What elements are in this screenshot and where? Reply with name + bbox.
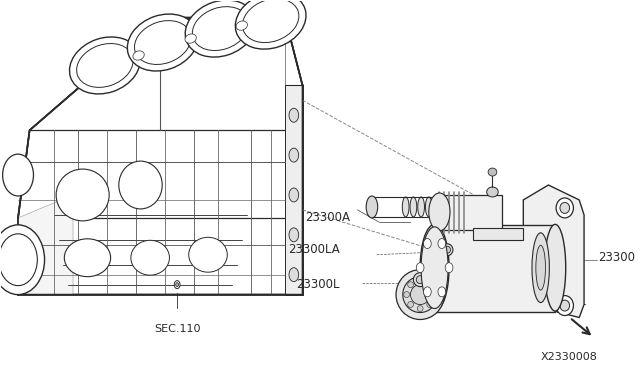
Ellipse shape xyxy=(176,283,179,286)
Ellipse shape xyxy=(417,305,423,311)
Ellipse shape xyxy=(556,296,573,315)
Ellipse shape xyxy=(3,154,33,196)
Ellipse shape xyxy=(445,263,453,273)
Ellipse shape xyxy=(416,276,424,283)
Text: FRONT: FRONT xyxy=(545,303,586,316)
Ellipse shape xyxy=(185,34,196,43)
Ellipse shape xyxy=(488,168,497,176)
Polygon shape xyxy=(473,228,524,240)
Ellipse shape xyxy=(289,108,299,122)
Ellipse shape xyxy=(396,270,444,320)
Ellipse shape xyxy=(442,244,453,256)
Text: 23300LA: 23300LA xyxy=(289,243,340,256)
Polygon shape xyxy=(18,195,73,295)
Ellipse shape xyxy=(289,148,299,162)
Polygon shape xyxy=(18,17,303,295)
Ellipse shape xyxy=(449,197,455,217)
Ellipse shape xyxy=(417,278,423,283)
Ellipse shape xyxy=(427,301,433,307)
Ellipse shape xyxy=(433,197,440,217)
Ellipse shape xyxy=(289,228,299,242)
Ellipse shape xyxy=(56,169,109,221)
Polygon shape xyxy=(435,225,555,311)
Ellipse shape xyxy=(418,197,424,217)
Ellipse shape xyxy=(532,233,549,302)
Ellipse shape xyxy=(536,245,545,290)
Ellipse shape xyxy=(556,198,573,218)
Ellipse shape xyxy=(119,161,162,209)
Ellipse shape xyxy=(427,282,433,288)
Ellipse shape xyxy=(410,197,417,217)
Ellipse shape xyxy=(404,292,410,298)
Ellipse shape xyxy=(189,237,227,272)
Ellipse shape xyxy=(289,268,299,282)
Text: 23300: 23300 xyxy=(598,251,636,264)
Text: SEC.110: SEC.110 xyxy=(154,324,200,334)
Ellipse shape xyxy=(413,273,427,286)
Ellipse shape xyxy=(236,0,306,49)
Ellipse shape xyxy=(403,277,438,312)
Ellipse shape xyxy=(429,193,450,231)
Ellipse shape xyxy=(193,7,249,51)
Ellipse shape xyxy=(426,197,432,217)
Ellipse shape xyxy=(134,20,191,64)
Ellipse shape xyxy=(174,280,180,289)
Ellipse shape xyxy=(70,37,140,94)
Ellipse shape xyxy=(366,196,378,218)
Ellipse shape xyxy=(0,234,37,286)
Ellipse shape xyxy=(289,188,299,202)
Ellipse shape xyxy=(133,51,144,60)
Ellipse shape xyxy=(65,239,111,277)
Ellipse shape xyxy=(560,300,570,311)
Ellipse shape xyxy=(77,44,133,87)
Text: 23300L: 23300L xyxy=(296,278,340,291)
Ellipse shape xyxy=(441,197,447,217)
Ellipse shape xyxy=(410,285,430,305)
Ellipse shape xyxy=(236,21,248,30)
Text: X2330008: X2330008 xyxy=(541,352,598,362)
Polygon shape xyxy=(440,195,502,230)
Polygon shape xyxy=(524,185,584,318)
Ellipse shape xyxy=(408,301,413,307)
Ellipse shape xyxy=(131,240,170,275)
Ellipse shape xyxy=(545,224,566,311)
Ellipse shape xyxy=(424,287,431,297)
Ellipse shape xyxy=(438,287,445,297)
Ellipse shape xyxy=(403,197,409,217)
Ellipse shape xyxy=(243,0,299,42)
Ellipse shape xyxy=(185,0,256,57)
Ellipse shape xyxy=(420,224,449,311)
Ellipse shape xyxy=(486,187,499,197)
Ellipse shape xyxy=(416,263,424,273)
Ellipse shape xyxy=(0,225,45,295)
Ellipse shape xyxy=(444,246,451,253)
Ellipse shape xyxy=(408,282,413,288)
Polygon shape xyxy=(285,86,303,295)
Ellipse shape xyxy=(431,292,436,298)
Ellipse shape xyxy=(438,238,445,248)
Ellipse shape xyxy=(127,14,198,71)
Text: 23300A: 23300A xyxy=(305,211,349,224)
Ellipse shape xyxy=(421,227,448,308)
Ellipse shape xyxy=(424,238,431,248)
Ellipse shape xyxy=(560,202,570,214)
